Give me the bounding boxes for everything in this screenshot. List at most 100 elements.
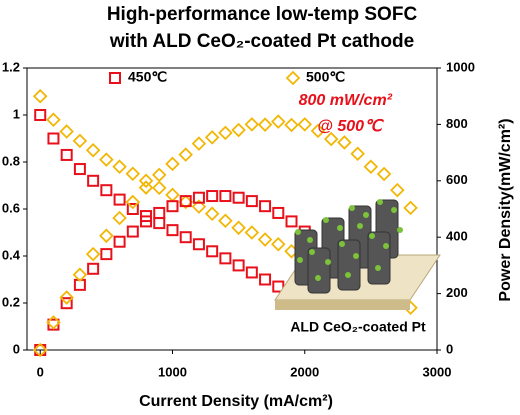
marker [376,166,392,182]
y2-tick-label: 400 [446,229,468,244]
marker [85,142,101,158]
marker [231,122,246,138]
y-tick-label: 0.6 [2,200,20,215]
y-tick-label: 0.4 [2,247,21,262]
marker [232,191,245,204]
x-tick-label: 3000 [423,364,452,379]
marker [87,174,100,187]
marker [178,147,193,162]
marker [85,246,101,262]
marker [297,117,313,132]
marker [112,159,127,174]
marker [60,148,73,161]
inset-image: ALD CeO₂-coated Pt [274,199,441,335]
marker [47,132,60,145]
legend-marker [285,70,301,86]
marker [257,232,273,247]
marker [126,203,139,215]
legend-label: 500℃ [306,69,345,85]
marker [192,191,205,204]
marker [323,131,339,147]
marker [206,245,219,258]
marker [59,290,74,305]
marker [219,252,232,265]
marker [138,180,154,195]
marker [231,220,246,236]
marker [204,206,220,221]
marker [153,217,166,230]
marker [99,228,114,244]
marker [206,190,219,203]
y-tick-label: 1.2 [2,59,20,74]
chart-title: High-performance low-temp SOFC [107,4,418,25]
marker [218,125,233,141]
pillars [294,199,399,294]
marker [259,200,272,213]
marker [72,267,88,282]
y-tick-label: 1 [13,106,20,121]
marker [403,200,418,216]
marker [285,215,298,228]
marker [46,112,61,127]
marker [337,135,352,150]
marker [165,187,180,203]
marker [259,273,272,286]
marker [272,280,285,293]
y2-tick-label: 800 [446,116,468,131]
marker [204,130,220,145]
marker [100,184,113,197]
inset-label: ALD CeO₂-coated Pt [290,319,426,335]
y2-tick-label: 600 [446,172,468,187]
marker [219,190,232,203]
annotation: 800 mW/cm² [299,92,393,109]
marker [87,262,100,275]
marker [244,225,260,240]
marker [46,315,61,330]
x-tick-label: 0 [37,364,44,379]
marker [245,195,258,208]
y-tick-label: 0.8 [2,153,20,168]
y-tick-label: 0.2 [2,294,20,309]
marker [138,173,154,189]
marker [192,238,205,251]
particles [295,199,403,281]
marker [191,136,207,151]
marker [153,206,166,219]
marker [32,88,48,104]
marker [72,133,88,149]
marker [272,206,285,219]
y2-axis-label: Power Density(mW/cm²) [497,118,514,301]
marker [363,159,379,174]
marker [140,215,153,228]
y2-tick-label: 200 [446,285,468,300]
legend-label: 450℃ [128,69,167,85]
y2-tick-label: 0 [446,341,453,356]
substrate-edge [275,300,410,310]
marker [390,182,405,198]
marker [218,213,233,229]
marker [257,117,273,132]
marker [271,114,286,129]
marker [34,109,47,121]
annotation: @ 500℃ [317,118,384,135]
marker [151,180,167,196]
axes-frame [26,67,438,351]
x-axis-label: Current Density (mA/cm²) [139,393,333,410]
marker [165,156,180,172]
x-tick-label: 1000 [158,364,187,379]
marker [179,195,192,208]
marker [112,210,127,226]
marker [284,117,299,133]
marker [125,166,141,182]
plot-area: 0 0.2 0.4 0.6 0.8 1 1.2 0 200 400 600 800 1000 0 1000 2… [2,59,475,379]
marker [179,231,192,244]
marker [166,200,179,213]
chart-title: with ALD CeO₂-coated Pt cathode [109,31,414,52]
marker [350,146,365,162]
marker [126,225,139,238]
marker [151,167,167,183]
marker [32,342,48,358]
marker [191,199,207,214]
marker [99,152,114,167]
